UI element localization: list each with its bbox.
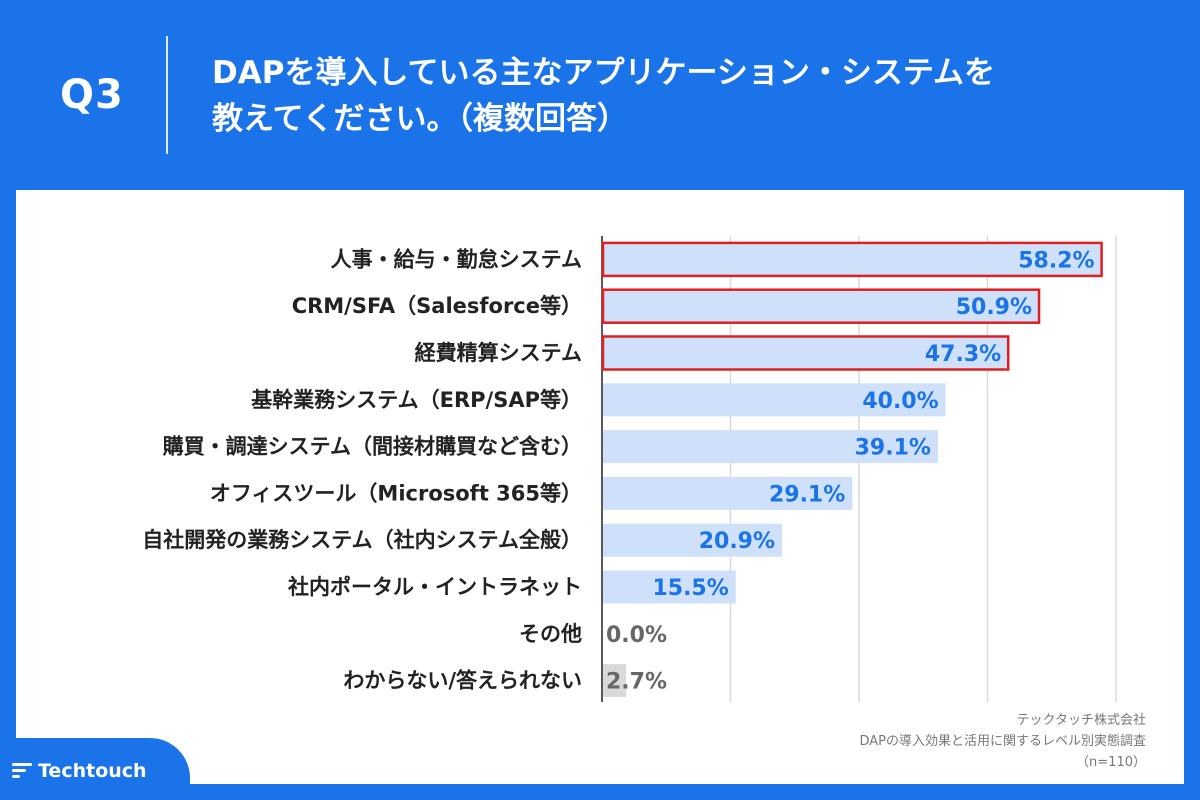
source-company: テックタッチ株式会社 bbox=[1016, 713, 1146, 728]
bar-5 bbox=[603, 476, 853, 510]
header: Q3 DAPを導入している主なアプリケーション・システムを 教えてください。（複… bbox=[0, 0, 1200, 190]
source-sample: （n=110） bbox=[1076, 755, 1146, 770]
techtouch-logo-icon bbox=[12, 763, 32, 779]
source-survey: DAPの導入効果と活用に関するレベル別実態調査 bbox=[859, 734, 1146, 749]
category-label-0: 人事・給与・勤怠システム bbox=[331, 247, 582, 271]
value-label-8: 0.0% bbox=[606, 623, 667, 648]
bar-6 bbox=[603, 523, 783, 557]
category-label-8: その他 bbox=[519, 622, 582, 646]
bar-chart: 人事・給与・勤怠システム 58.2% CRM/SFA（Salesforce等） 50.… bbox=[142, 236, 1117, 702]
bar-4 bbox=[603, 430, 938, 464]
category-label-7: 社内ポータル・イントラネット bbox=[287, 575, 582, 599]
bar-3 bbox=[603, 383, 946, 417]
value-label-2: 47.3% bbox=[925, 342, 1001, 367]
bar-highlight-0 bbox=[601, 241, 1103, 278]
value-label-9: 2.7% bbox=[606, 670, 667, 695]
category-label-4: 購買・調達システム（間接材購買など含む） bbox=[162, 435, 582, 459]
category-label-3: 基幹業務システム（ERP/SAP等） bbox=[251, 388, 582, 412]
question-line-1: DAPを導入している主なアプリケーション・システムを bbox=[212, 55, 995, 91]
chart-panel: 人事・給与・勤怠システム 58.2% CRM/SFA（Salesforce等） 50.… bbox=[0, 190, 1184, 794]
bar-highlight-2 bbox=[601, 335, 1010, 371]
value-label-3: 40.0% bbox=[862, 389, 938, 414]
bar-2 bbox=[603, 336, 1009, 370]
category-label-5: オフィスツール（Microsoft 365等） bbox=[210, 481, 582, 505]
value-label-6: 20.9% bbox=[699, 529, 775, 554]
category-label-6: 自社開発の業務システム（社内システム全般） bbox=[142, 528, 582, 552]
value-label-7: 15.5% bbox=[652, 576, 728, 601]
brand-logo: Techtouch bbox=[12, 760, 147, 782]
question-line-2: 教えてください。（複数回答） bbox=[212, 101, 629, 137]
category-label-2: 経費精算システム bbox=[415, 341, 582, 365]
bar-1 bbox=[603, 289, 1040, 323]
question-text: DAPを導入している主なアプリケーション・システムを 教えてください。（複数回答… bbox=[212, 50, 1172, 142]
value-label-4: 39.1% bbox=[855, 436, 931, 461]
header-divider bbox=[166, 36, 168, 154]
value-label-0: 58.2% bbox=[1018, 248, 1094, 273]
value-label-5: 29.1% bbox=[769, 482, 845, 507]
source-note: テックタッチ株式会社 DAPの導入効果と活用に関するレベル別実態調査 （n=11… bbox=[859, 710, 1146, 773]
category-label-1: CRM/SFA（Salesforce等） bbox=[292, 294, 582, 318]
bar-9 bbox=[603, 664, 627, 698]
value-label-1: 50.9% bbox=[956, 295, 1032, 320]
bar-0 bbox=[603, 242, 1102, 276]
bar-7 bbox=[603, 570, 736, 604]
category-label-9: わからない/答えられない bbox=[343, 669, 582, 693]
question-number: Q3 bbox=[60, 72, 124, 118]
bar-highlight-1 bbox=[601, 288, 1041, 324]
logo-tab bbox=[0, 738, 190, 794]
brand-name: Techtouch bbox=[38, 760, 147, 782]
